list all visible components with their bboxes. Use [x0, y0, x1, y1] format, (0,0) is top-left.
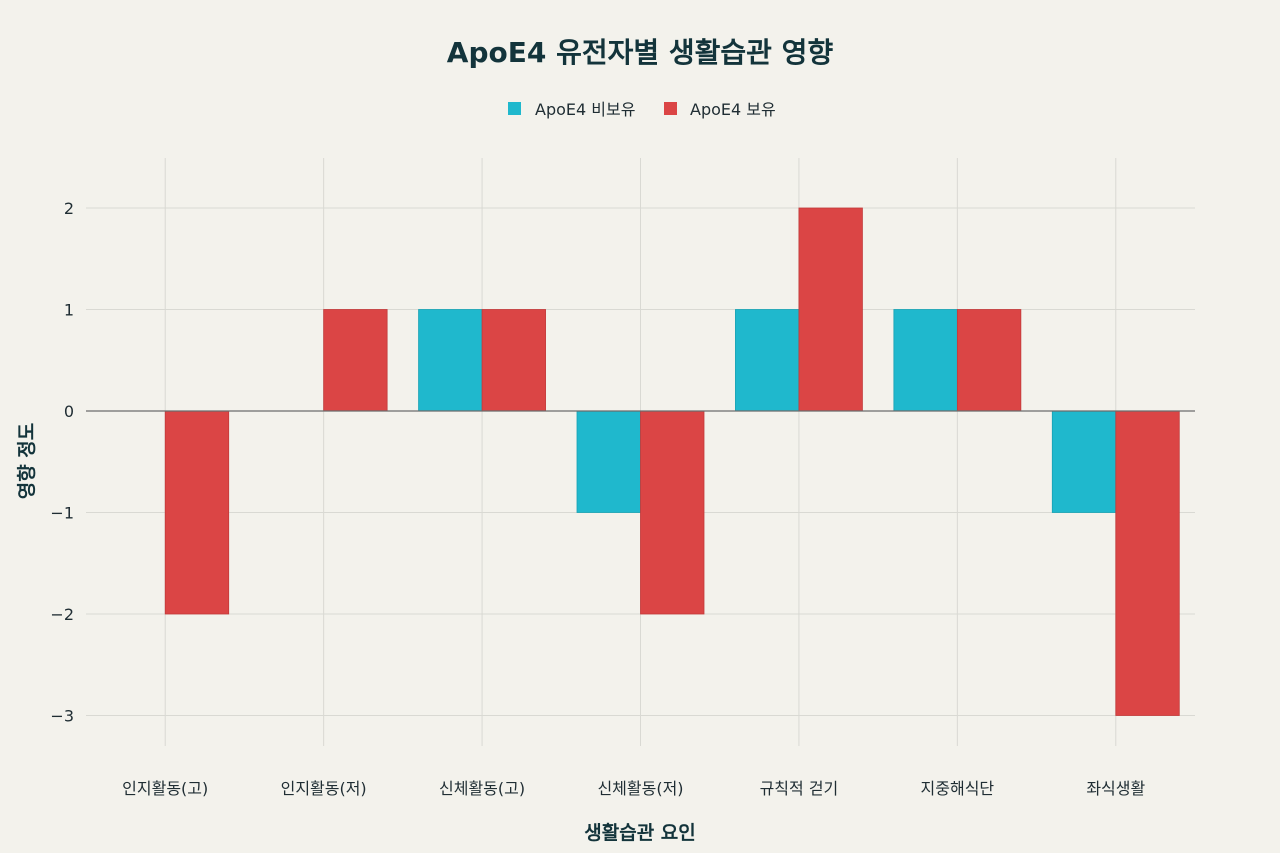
legend-label-series-1: ApoE4 비보유 [535, 100, 635, 119]
x-tick-label: 좌식생활 [1086, 779, 1145, 798]
x-tick-label: 인지활동(고) [122, 779, 208, 798]
legend-swatch-series-1 [508, 102, 521, 115]
bar-series-1-7 [1051, 410, 1117, 513]
bar-series-2-3 [481, 309, 546, 412]
bars [164, 207, 1180, 716]
y-tick-label: 2 [64, 199, 74, 218]
bar-series-1-5 [735, 309, 800, 412]
x-tick-label: 신체활동(고) [439, 779, 525, 798]
bar-series-2-2 [323, 309, 388, 412]
x-tick-label: 지중해식단 [921, 779, 995, 798]
chart-title: ApoE4 유전자별 생활습관 영향 [447, 36, 834, 69]
legend: ApoE4 비보유 ApoE4 보유 [508, 100, 776, 119]
y-axis-title: 영향 정도 [16, 423, 38, 500]
y-axis-ticks: 2 1 0 −1 −2 −3 [50, 199, 74, 726]
legend-swatch-series-2 [664, 102, 677, 115]
bar-series-2-7 [1115, 410, 1180, 716]
y-tick-label: −3 [50, 707, 74, 726]
x-axis-ticks: 인지활동(고) 인지활동(저) 신체활동(고) 신체활동(저) 규칙적 걷기 지중해식단 좌… [122, 779, 1145, 798]
x-tick-label: 인지활동(저) [281, 779, 367, 798]
x-tick-label: 신체활동(저) [597, 779, 683, 798]
y-tick-label: −1 [50, 504, 74, 523]
bar-series-2-4 [640, 410, 705, 615]
y-tick-label: 1 [64, 301, 74, 320]
legend-label-series-2: ApoE4 보유 [690, 100, 776, 119]
x-axis-title: 생활습관 요인 [584, 822, 696, 844]
y-tick-label: 0 [64, 402, 74, 421]
y-tick-label: −2 [50, 605, 74, 624]
bar-series-2-1 [164, 410, 230, 615]
x-tick-label: 규칙적 걷기 [760, 779, 839, 798]
bar-series-1-6 [893, 309, 958, 412]
bar-series-2-6 [956, 309, 1022, 412]
bar-series-1-4 [576, 410, 641, 513]
bar-series-1-3 [418, 309, 483, 412]
bar-series-2-5 [798, 207, 863, 412]
